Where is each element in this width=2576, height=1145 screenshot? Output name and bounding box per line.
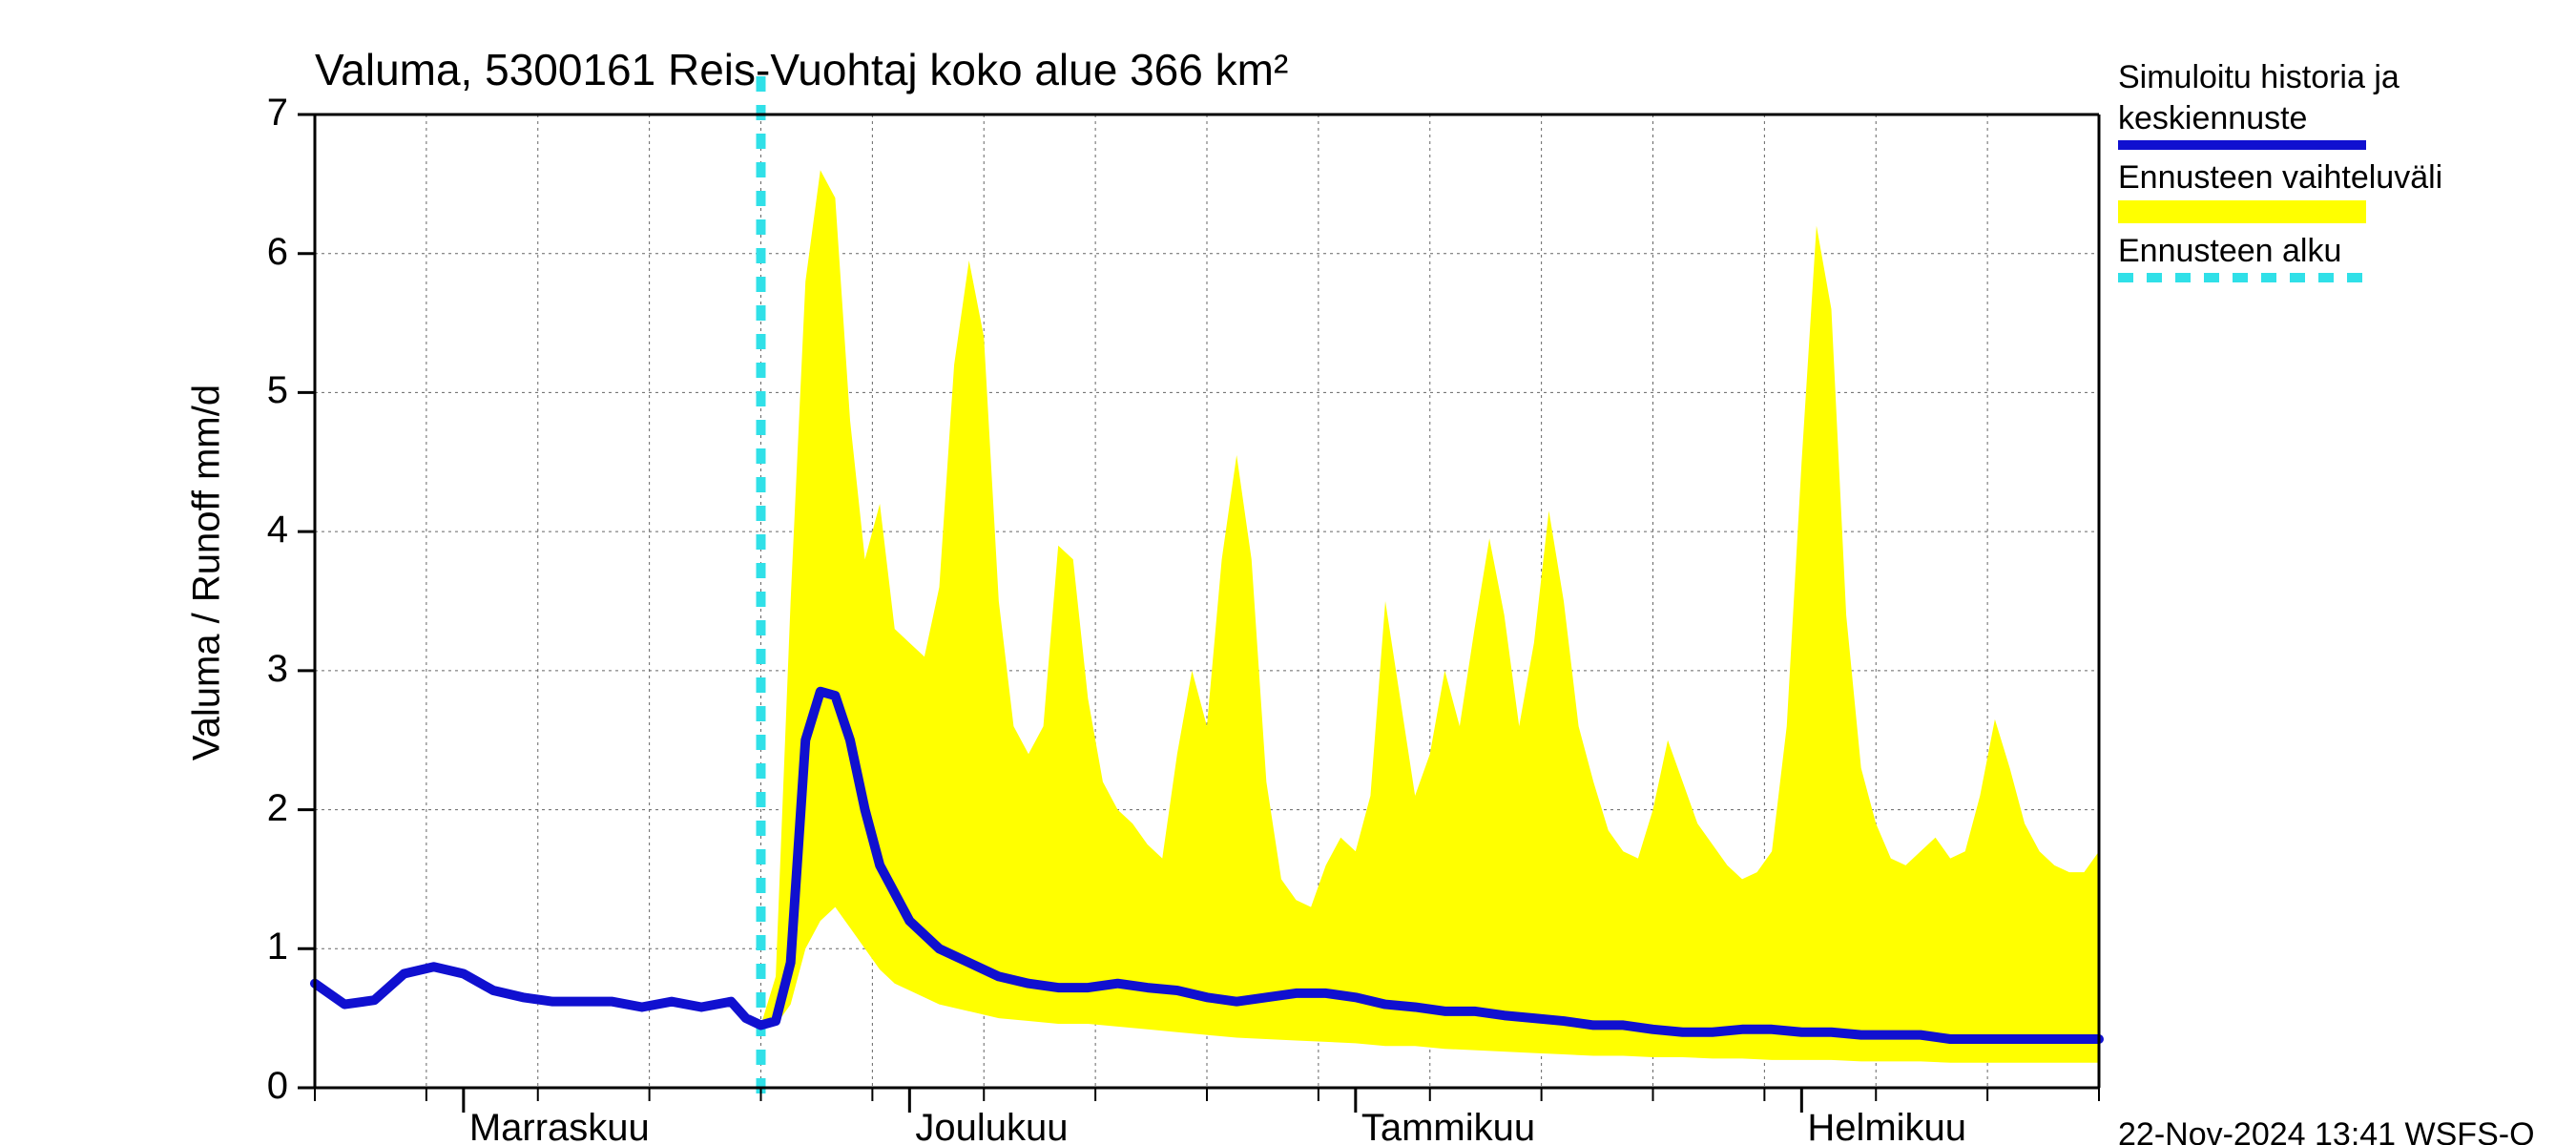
y-axis-label: Valuma / Runoff mm/d	[186, 385, 229, 760]
x-tick-label-1: Tammikuu	[1361, 1107, 1535, 1145]
x-tick-label-1: Joulukuu	[915, 1107, 1068, 1145]
y-tick: 1	[267, 926, 288, 968]
y-tick: 3	[267, 648, 288, 691]
y-tick: 2	[267, 787, 288, 830]
y-tick: 0	[267, 1065, 288, 1108]
chart-title: Valuma, 5300161 Reis-Vuohtaj koko alue 3…	[315, 44, 1288, 95]
y-tick: 7	[267, 92, 288, 135]
chart-footnote: 22-Nov-2024 13:41 WSFS-O	[2118, 1116, 2535, 1145]
legend-item: Simuloitu historia jakeskiennuste	[2118, 57, 2442, 150]
y-tick: 6	[267, 231, 288, 274]
y-tick: 5	[267, 369, 288, 412]
chart-legend: Simuloitu historia jakeskiennuste Ennuste…	[2118, 57, 2442, 290]
y-tick: 4	[267, 509, 288, 552]
legend-item: Ennusteen alku	[2118, 231, 2442, 283]
x-tick-label-1: Marraskuu	[469, 1107, 650, 1145]
x-tick-label-1: Helmikuu	[1807, 1107, 1966, 1145]
legend-item: Ennusteen vaihteluväli	[2118, 157, 2442, 223]
